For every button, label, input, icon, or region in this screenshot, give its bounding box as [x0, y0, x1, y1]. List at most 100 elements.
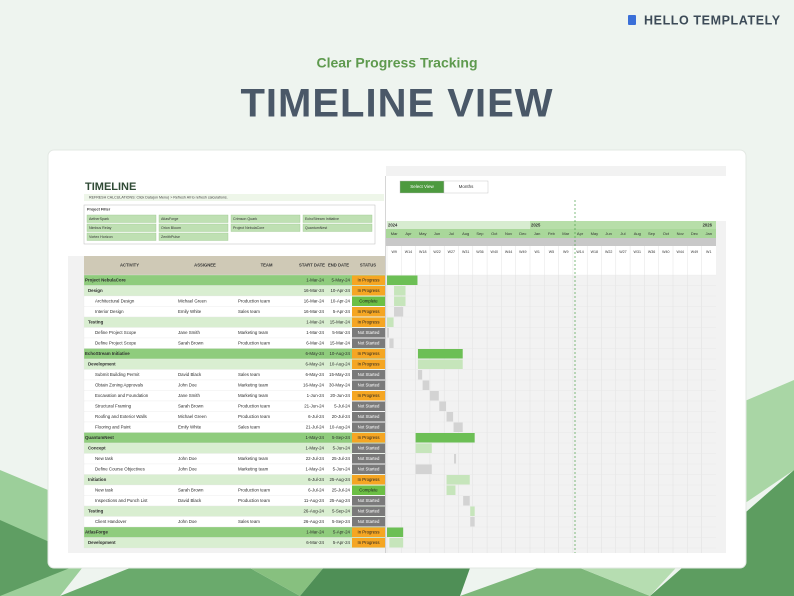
end-date: 5-Jun-24: [333, 466, 351, 471]
end-date: 10-Aug-24: [329, 424, 350, 429]
status: Not Started: [358, 372, 380, 377]
status-cell: [352, 496, 385, 506]
status: Not Started: [358, 424, 380, 429]
status-cell: [352, 475, 385, 485]
month-label: Jun: [605, 231, 611, 236]
filter-chip[interactable]: [86, 232, 157, 241]
end-date: 25-Jul-24: [332, 487, 351, 492]
status: In Progress: [358, 477, 380, 482]
view-button-label: Months: [459, 184, 475, 189]
week-label: W36: [648, 250, 655, 254]
month-label: Aug: [634, 231, 641, 236]
gantt-bar: [417, 370, 423, 380]
status: In Progress: [358, 319, 380, 324]
end-date: 5-Mar-24: [332, 330, 350, 335]
start-date: 16-Mar-24: [304, 298, 325, 303]
month-label: Jul: [620, 231, 625, 236]
gantt-bar: [387, 275, 418, 285]
column-header: ACTIVITY: [120, 263, 139, 268]
month-label: May: [419, 231, 427, 236]
activity: Development: [88, 361, 116, 366]
start-date: 6-May-24: [305, 372, 324, 377]
view-button[interactable]: [443, 180, 489, 194]
month-label: Oct: [491, 231, 498, 236]
filter-chip[interactable]: [86, 214, 157, 223]
status: In Progress: [358, 540, 380, 545]
assignee: David Black: [178, 372, 202, 377]
status-cell: [352, 338, 385, 348]
start-date: 1-Mar-24: [306, 319, 324, 324]
end-date: 5-Jun-24: [333, 445, 351, 450]
filter-chip-label: AetherSpark: [89, 217, 109, 221]
status-cell: [352, 422, 385, 432]
assignee: John Doe: [178, 519, 197, 524]
status: Not Started: [358, 498, 380, 503]
month-label: Jul: [449, 231, 454, 236]
activity: QuantumNest: [85, 435, 114, 440]
team: Marketing team: [238, 466, 269, 471]
gantt-bar: [470, 506, 475, 516]
status-cell: [352, 370, 385, 380]
month-label: Oct: [663, 231, 670, 236]
refresh-note: REFRESH CALCULATIONS: Click Data(on Menu…: [89, 195, 228, 199]
start-date: 6-May-24: [305, 361, 324, 366]
assignee: Sarah Brown: [178, 487, 204, 492]
column-header: START DATE: [299, 263, 325, 268]
filter-chip[interactable]: [86, 223, 157, 232]
week-label: W36: [476, 250, 483, 254]
week-label: W5: [549, 250, 554, 254]
filter-chip-label: Project NebulaCore: [233, 226, 264, 230]
activity: Initiation: [88, 477, 107, 482]
status-cell: [352, 296, 385, 306]
year-band: [530, 221, 702, 229]
filter-chip[interactable]: [230, 223, 301, 232]
status: Not Started: [358, 403, 380, 408]
filter-chip[interactable]: [158, 232, 229, 241]
end-date: 10-Apr-24: [330, 288, 350, 293]
start-date: 1-May-24: [305, 466, 324, 471]
end-date: 20-Jul-24: [332, 414, 351, 419]
gantt-bar: [394, 296, 406, 306]
assignee: John Doe: [178, 382, 197, 387]
filter-chip-label: Crimson Quark: [233, 217, 257, 221]
gantt-row-bg: [386, 537, 716, 549]
status: Not Started: [358, 330, 380, 335]
activity: Design: [88, 288, 103, 293]
status: In Progress: [358, 361, 380, 366]
end-date: 15-Mar-24: [330, 319, 351, 324]
end-date: 30-May-24: [329, 382, 351, 387]
activity: Submit Building Permit: [95, 372, 140, 377]
activity: Define Project Scope: [95, 340, 137, 345]
end-date: 25-Aug-24: [329, 498, 350, 503]
end-date: 5-Sep-24: [332, 435, 351, 440]
gantt-bar: [439, 401, 447, 411]
end-date: 20-Jun-24: [330, 393, 350, 398]
status-cell: [352, 317, 385, 327]
status: Not Started: [358, 340, 380, 345]
month-label: May: [591, 231, 599, 236]
assignee: Jane Smith: [178, 330, 201, 335]
status-cell: [352, 433, 385, 443]
filter-chip[interactable]: [302, 223, 373, 232]
activity: Roofing and Exterior Walls: [95, 414, 148, 419]
filter-chip[interactable]: [230, 214, 301, 223]
start-date: 1-May-24: [305, 435, 324, 440]
month-label: Nov: [677, 231, 684, 236]
filter-chip[interactable]: [302, 214, 373, 223]
status-cell: [352, 401, 385, 411]
status: In Progress: [358, 277, 380, 282]
status-cell: [352, 359, 385, 369]
start-date: 6-Jul-24: [308, 477, 324, 482]
filter-chip[interactable]: [158, 223, 229, 232]
filter-chip[interactable]: [158, 214, 229, 223]
gantt-bar: [389, 538, 404, 548]
gantt-bar: [394, 307, 404, 317]
start-date: 16-May-24: [303, 382, 325, 387]
column-header: TEAM: [261, 263, 273, 268]
status: In Progress: [358, 288, 380, 293]
gantt-bar: [470, 517, 475, 527]
status: Not Started: [358, 382, 380, 387]
gantt-bar: [422, 380, 430, 390]
